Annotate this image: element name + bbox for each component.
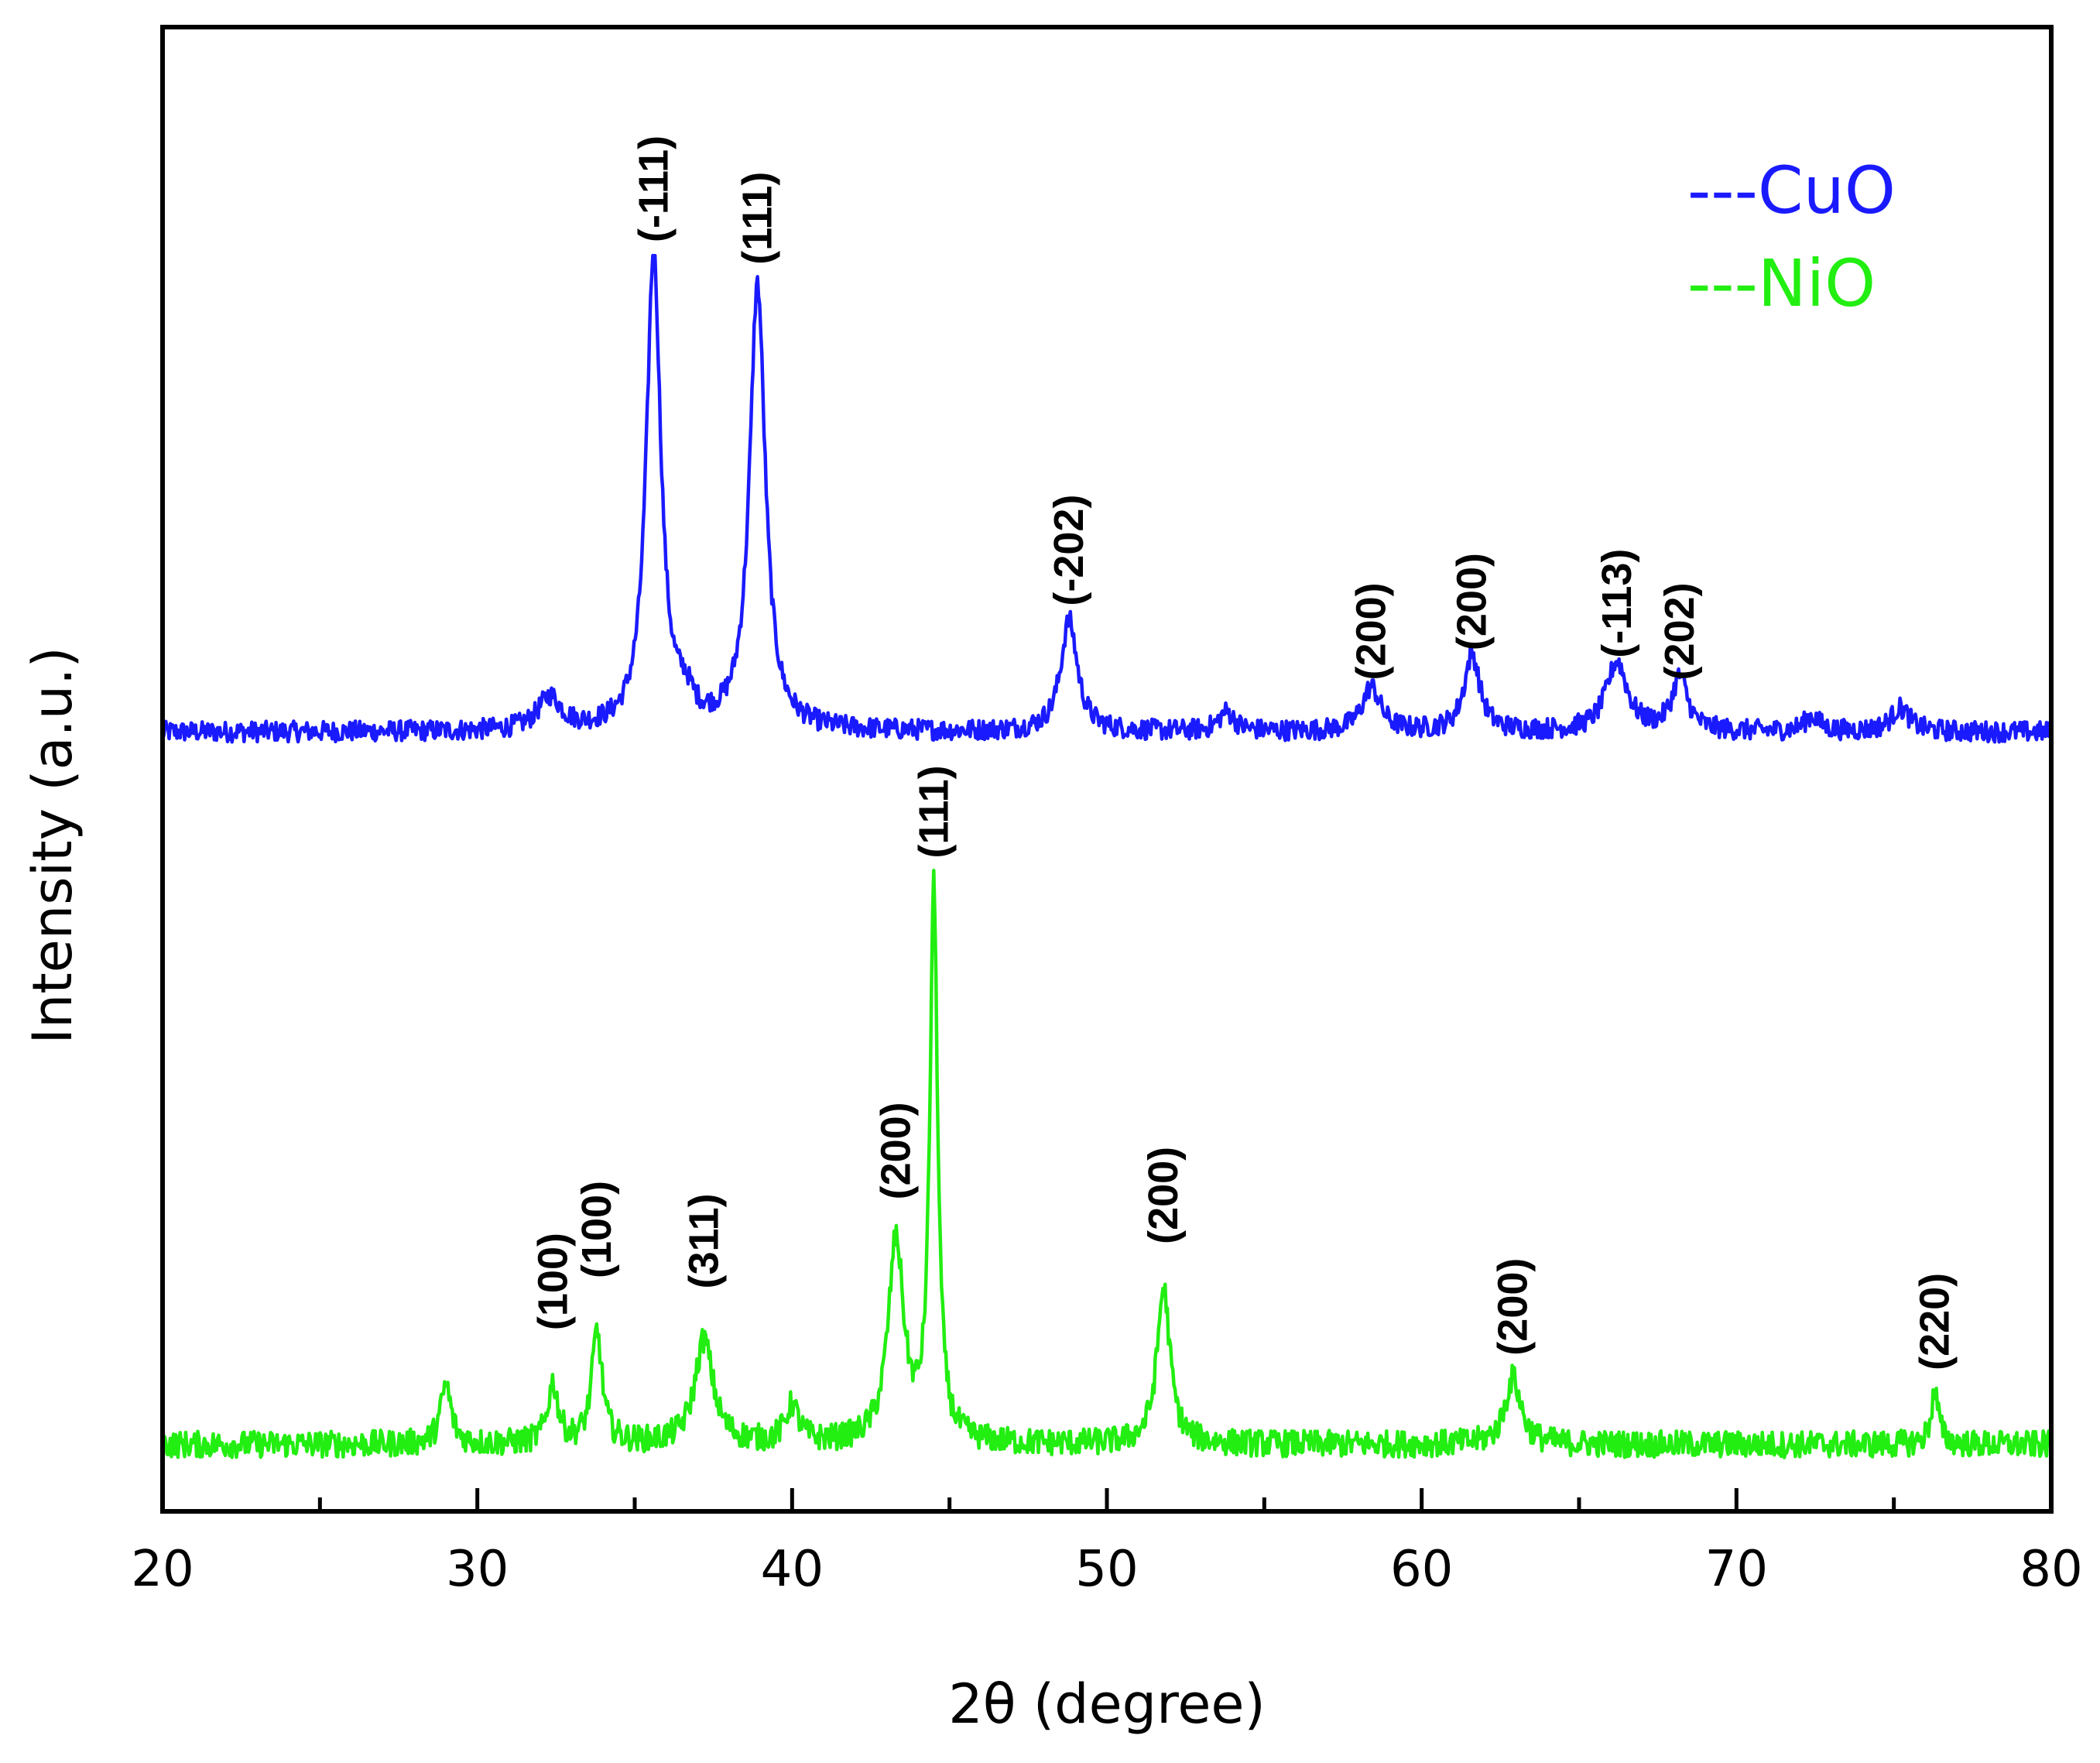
series-layer: [160, 253, 2053, 1459]
legend: ---CuO ---NiO: [1687, 153, 1896, 321]
x-tick-label: 70: [1705, 1541, 1768, 1598]
peak-label-nio: (100): [574, 1181, 620, 1278]
peak-label-nio: (111): [910, 765, 957, 858]
peak-label-nio: (100): [529, 1233, 576, 1330]
peak-label-cuo: (202): [1656, 582, 1703, 680]
x-tick-label: 60: [1390, 1541, 1453, 1598]
legend-entry-cuo: ---CuO: [1687, 153, 1896, 228]
peak-label-cuo: (-111): [630, 135, 677, 242]
x-tick-label: 50: [1075, 1541, 1138, 1598]
x-tick-label: 80: [2019, 1541, 2082, 1598]
legend-entry-nio: ---NiO: [1687, 245, 1876, 321]
peak-label-cuo: (111): [735, 172, 781, 265]
peak-labels-layer: (-111) (111) (-202) (200) (200) (-113) (202) (1…: [529, 135, 1958, 1370]
peak-label-cuo: (-113): [1594, 549, 1640, 658]
peak-label-nio: (200): [1490, 1258, 1536, 1356]
y-axis-title: Intensity (a.u.): [21, 647, 84, 1044]
series-line-cuo: [160, 253, 2053, 744]
x-axis: 20 30 40 50 60 70 80: [131, 1488, 2083, 1598]
series-line-nio: [160, 868, 2053, 1459]
x-axis-title: 2θ (degree): [948, 1672, 1266, 1736]
peak-label-cuo: (200): [1449, 553, 1495, 650]
x-tick-label: 20: [131, 1541, 194, 1598]
peak-label-nio: (311): [681, 1193, 728, 1288]
peak-label-nio: (220): [1912, 1273, 1958, 1370]
peak-label-nio: (200): [1140, 1147, 1187, 1244]
x-tick-label: 40: [761, 1541, 824, 1598]
peak-label-nio: (200): [873, 1102, 920, 1199]
x-tick-label: 30: [446, 1541, 509, 1598]
peak-label-cuo: (200): [1348, 582, 1395, 680]
peak-label-cuo: (-202): [1046, 495, 1092, 606]
